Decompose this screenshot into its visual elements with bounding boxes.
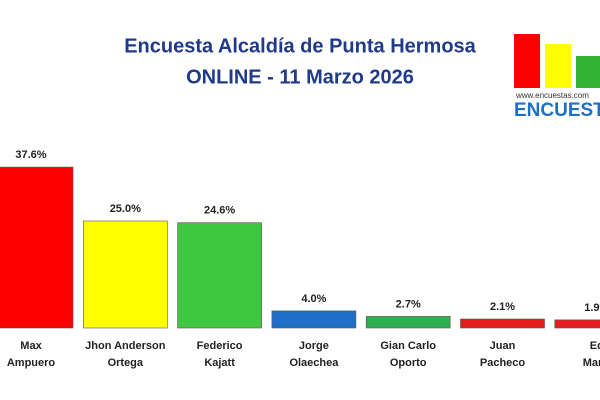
category-label: Oporto (390, 357, 427, 369)
value-label: 2.7% (396, 298, 421, 310)
value-label: 24.6% (204, 205, 235, 217)
bar (365, 316, 451, 329)
category-label: Olaechea (289, 357, 339, 369)
chart-title: Encuesta Alcaldía de Punta Hermosa (124, 35, 476, 57)
category-label: Ampuero (7, 357, 56, 369)
category-label: Max (20, 340, 42, 352)
value-label: 37.6% (15, 149, 46, 161)
category-label: Jorge (299, 340, 329, 352)
bar (83, 220, 168, 329)
value-label: 1.9% (584, 302, 600, 314)
bar (177, 222, 262, 329)
category-label: Manc (583, 357, 600, 369)
value-label: 25.0% (110, 203, 141, 215)
chart-subtitle: ONLINE - 11 Marzo 2026 (186, 66, 414, 88)
category-label: Juan (490, 340, 516, 352)
category-label: Ortega (108, 357, 144, 369)
category-label: Federico (197, 340, 243, 352)
category-label: Jhon Anderson (85, 340, 166, 352)
category-label: Pacheco (480, 357, 526, 369)
category-label: Ed (590, 340, 600, 352)
category-label: Kajatt (204, 357, 235, 369)
bar (460, 318, 545, 329)
bar (0, 166, 74, 329)
value-label: 4.0% (301, 293, 326, 305)
bar (271, 310, 357, 329)
logo: www.encuestas.com ENCUESTAS (514, 34, 600, 121)
logo-bar (545, 44, 571, 88)
logo-bar (576, 56, 600, 88)
logo-bar (514, 34, 540, 88)
category-label: Gian Carlo (380, 340, 436, 352)
logo-name: ENCUESTAS (514, 100, 600, 121)
bar (554, 319, 600, 329)
value-label: 2.1% (490, 301, 515, 313)
logo-url: www.encuestas.com (515, 91, 589, 100)
